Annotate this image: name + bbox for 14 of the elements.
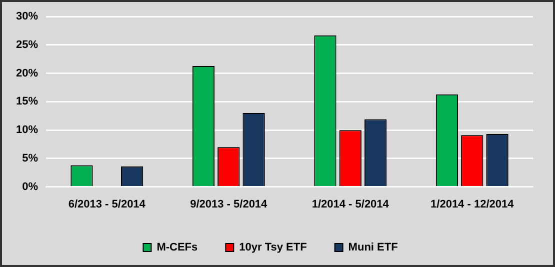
y-tick-label: 20% [16,67,38,80]
x-tick-label: 9/2013 - 5/2014 [190,198,268,210]
y-tick-label: 10% [16,124,38,136]
legend-label: M-CEFs [156,242,198,254]
y-tick-label: 25% [16,39,38,51]
x-tick-label: 1/2014 - 12/2014 [430,198,515,210]
x-tick-label: 6/2013 - 5/2014 [68,198,146,210]
legend-label: 10yr Tsy ETF [239,242,308,254]
legend-label: Muni ETF [348,242,398,254]
y-tick-label: 15% [16,96,38,108]
y-tick-label: 5% [22,152,38,164]
y-tick-label: 30% [16,10,38,23]
y-tick-label: 0% [22,180,38,193]
x-tick-label: 1/2014 - 5/2014 [312,198,390,210]
